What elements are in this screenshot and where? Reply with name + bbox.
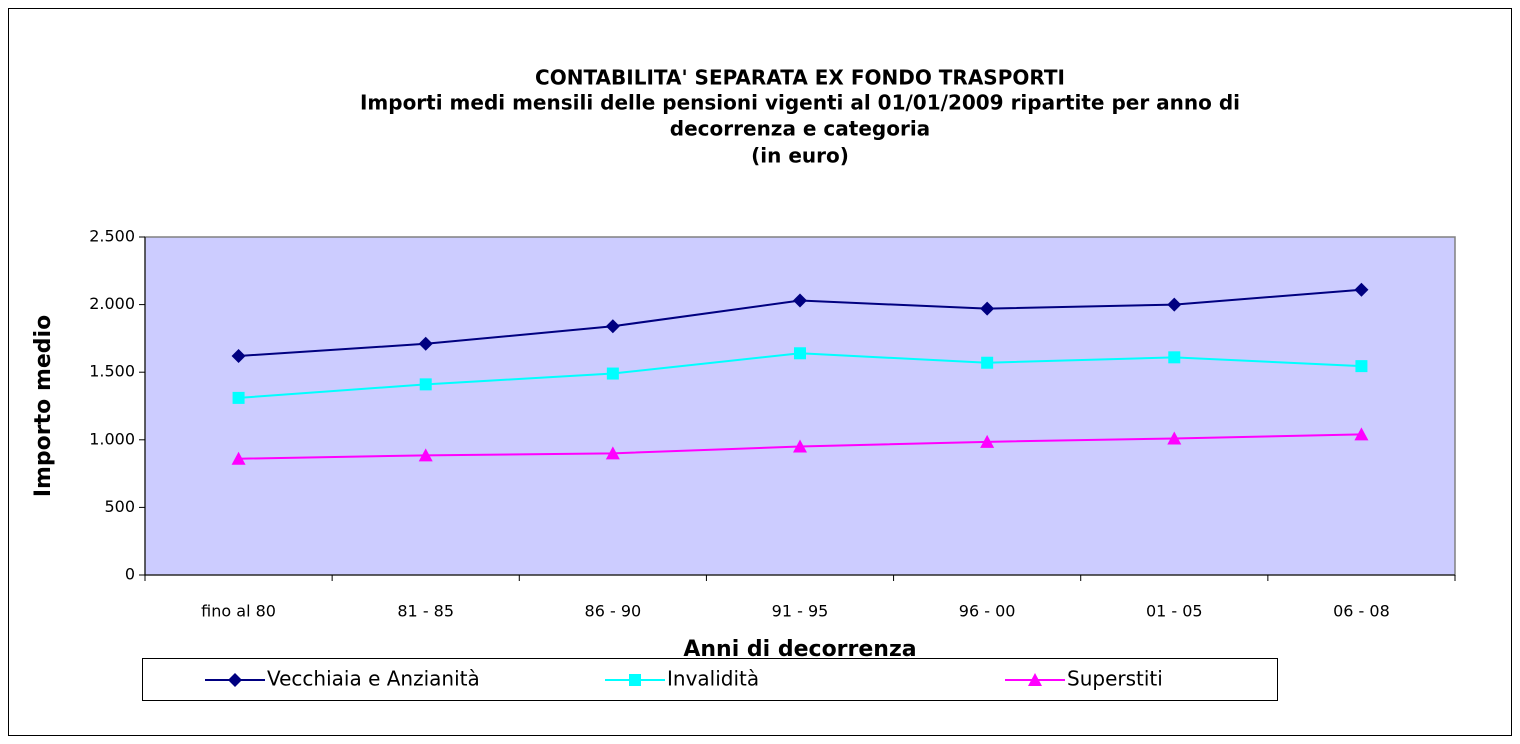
marker	[606, 367, 619, 380]
x-tick-label: fino al 80	[201, 602, 276, 621]
marker	[231, 348, 246, 363]
marker	[1167, 297, 1182, 312]
x-tick-label: 01 - 05	[1146, 602, 1203, 621]
x-tick-label: 96 - 00	[959, 602, 1016, 621]
marker	[794, 347, 806, 360]
marker	[629, 674, 641, 686]
plot-area	[144, 236, 1456, 576]
y-tick-label: 1.500	[89, 362, 135, 381]
legend-box	[142, 658, 1278, 701]
marker	[1028, 673, 1042, 686]
marker	[418, 448, 433, 462]
x-tick-label: 06 - 08	[1333, 602, 1390, 621]
chart-title: CONTABILITA' SEPARATA EX FONDO TRASPORTI	[535, 66, 1065, 90]
marker	[232, 391, 245, 404]
chart-title: decorrenza e categoria	[670, 117, 930, 141]
x-tick-label: 91 - 95	[772, 602, 829, 621]
legend-label: Invalidità	[667, 667, 759, 691]
marker	[228, 673, 242, 687]
y-axis-title: Importo medio	[31, 315, 56, 497]
y-tick-label: 2.500	[89, 227, 135, 246]
x-tick-label: 81 - 85	[397, 602, 454, 621]
legend-label: Vecchiaia e Anzianità	[267, 667, 480, 691]
marker	[418, 336, 433, 351]
marker	[1355, 360, 1368, 373]
marker	[1167, 431, 1182, 445]
marker	[980, 434, 995, 448]
chart-title: (in euro)	[751, 144, 849, 168]
y-tick-label: 1.000	[89, 429, 135, 448]
marker	[605, 446, 620, 460]
marker	[793, 293, 807, 308]
marker	[1354, 282, 1369, 297]
marker	[1354, 427, 1369, 441]
x-axis-title: Anni di decorrenza	[683, 637, 916, 662]
marker	[980, 301, 995, 316]
y-tick-label: 500	[104, 497, 135, 516]
marker	[231, 451, 246, 465]
y-tick-label: 2.000	[89, 294, 135, 313]
chart-title: Importi medi mensili delle pensioni vige…	[360, 91, 1240, 115]
legend-label: Superstiti	[1067, 667, 1163, 691]
marker	[419, 378, 432, 391]
x-tick-label: 86 - 90	[585, 602, 642, 621]
marker	[981, 356, 994, 369]
marker	[793, 439, 807, 453]
marker	[1168, 351, 1181, 364]
marker	[605, 319, 620, 334]
y-tick-label: 0	[125, 565, 135, 584]
